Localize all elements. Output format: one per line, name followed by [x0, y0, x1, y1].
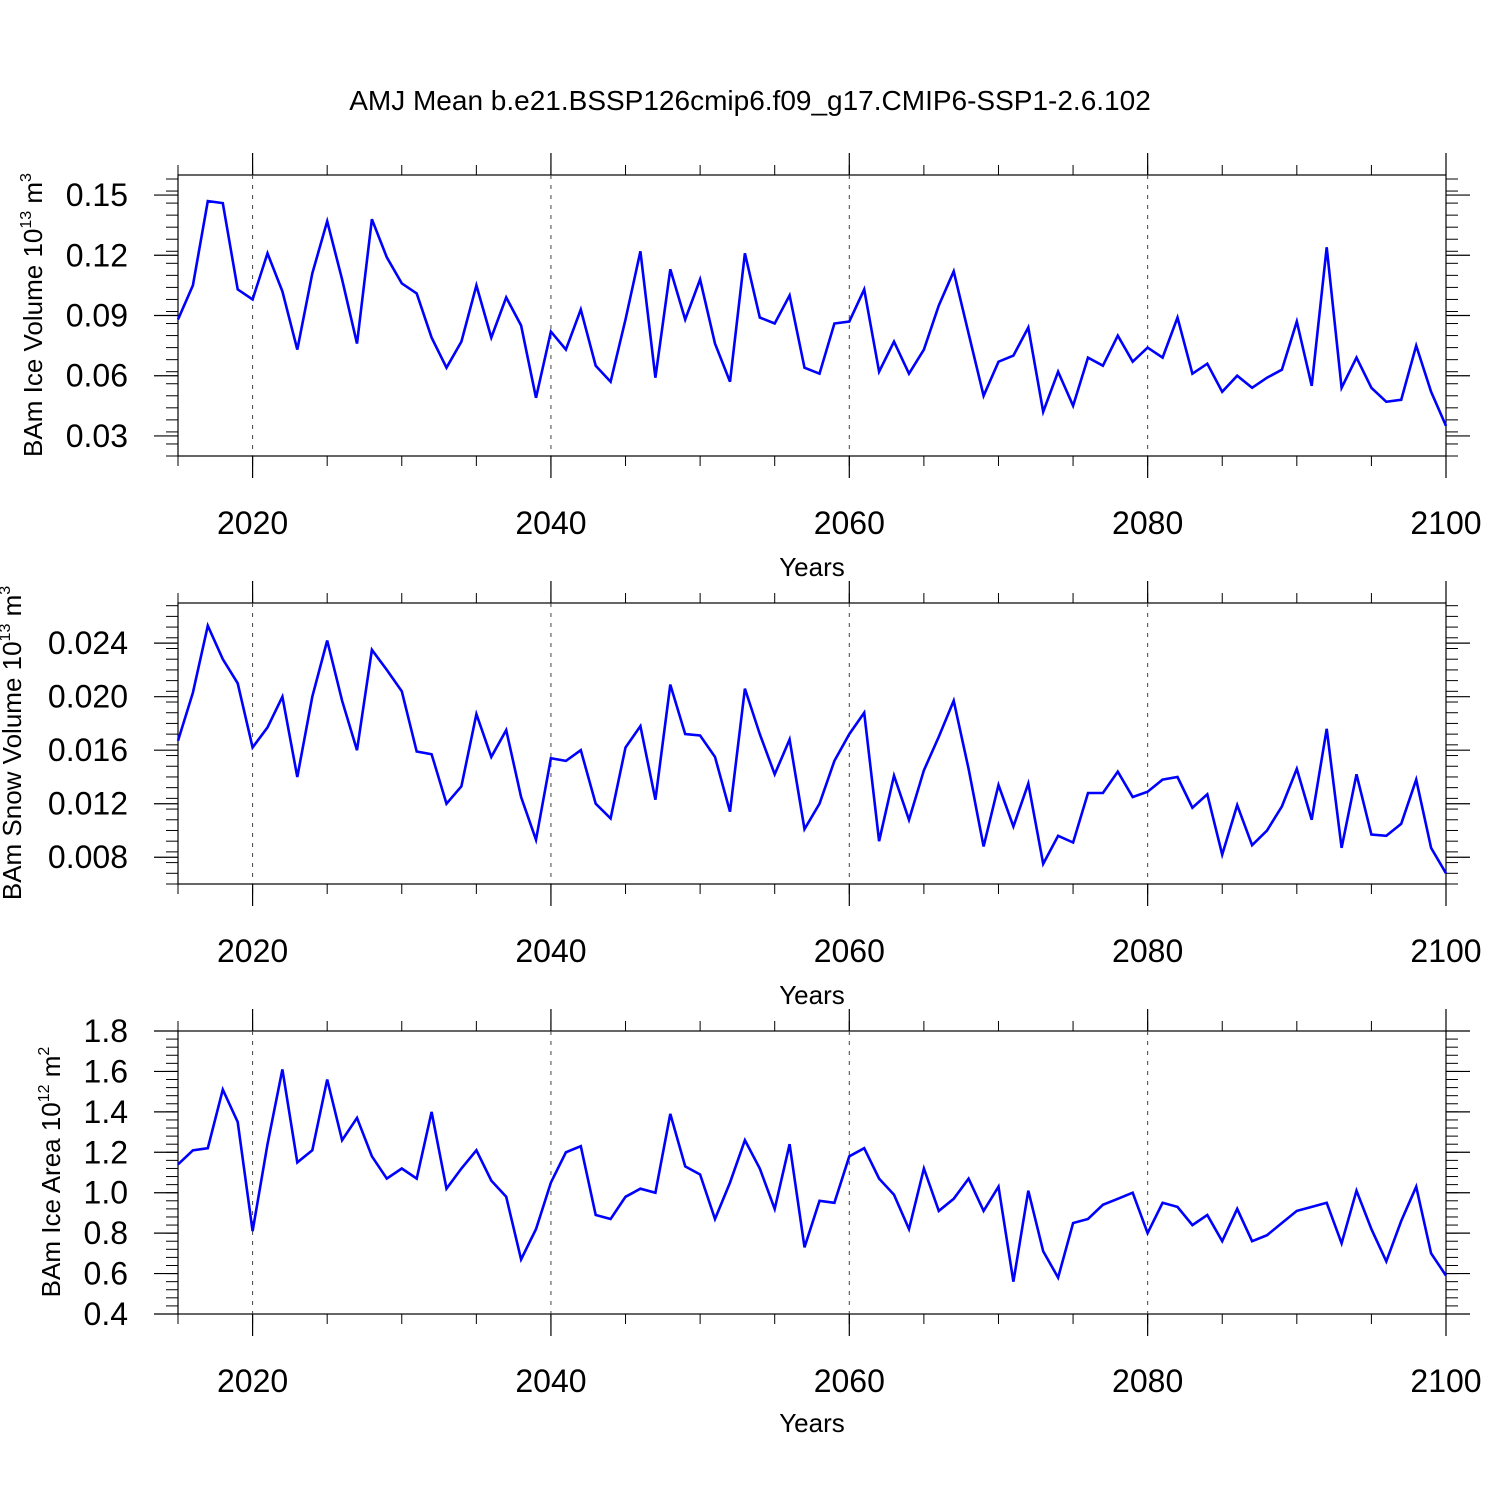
y-axis-ticks: 0.03 0.06 0.09 0.12 0.15 — [66, 177, 1470, 457]
y-axis-label-exp: 13 — [0, 624, 14, 642]
x-tick-label: 2100 — [1410, 505, 1481, 541]
y-axis-label-main: BAm Ice Area 10 — [36, 1102, 66, 1297]
series-line — [176, 621, 1448, 874]
plot-frame — [177, 1030, 1447, 1315]
y-axis-label-unit: m — [0, 595, 27, 624]
series-line — [177, 1069, 1448, 1282]
x-tick-label: 2020 — [217, 933, 288, 969]
y-tick-label: 0.6 — [84, 1256, 128, 1292]
y-tick-label: 1.0 — [84, 1175, 128, 1211]
y-axis-label: BAm Ice Area 1012 m2 — [36, 1047, 66, 1298]
y-tick-label: 1.2 — [84, 1134, 128, 1170]
y-axis-label: BAm Ice Volume 1013 m3 — [18, 173, 48, 457]
grid-lines — [252, 1031, 1149, 1314]
grid-lines — [252, 603, 1149, 884]
x-axis-ticks: 2020 2040 2060 2080 2100 — [177, 1009, 1482, 1399]
x-tick-label: 2020 — [217, 505, 288, 541]
x-tick-label: 2080 — [1112, 1363, 1183, 1399]
y-axis-label-exp: 13 — [18, 211, 35, 229]
y-tick-label: 0.012 — [48, 786, 128, 822]
x-tick-label: 2020 — [217, 1363, 288, 1399]
x-tick-label: 2080 — [1112, 933, 1183, 969]
x-tick-label: 2040 — [515, 933, 586, 969]
figure-title: AMJ Mean b.e21.BSSP126cmip6.f09_g17.CMIP… — [349, 85, 1151, 116]
y-tick-label: 0.06 — [66, 358, 128, 394]
x-tick-label: 2060 — [814, 933, 885, 969]
y-tick-label: 0.020 — [48, 679, 128, 715]
plot-frame — [177, 602, 1447, 885]
y-axis-label-exp: 12 — [36, 1084, 53, 1102]
y-axis-label-unit-exp: 3 — [18, 173, 35, 182]
y-tick-label: 1.4 — [84, 1094, 128, 1130]
plot-frame — [177, 174, 1447, 457]
y-tick-label: 1.8 — [84, 1013, 128, 1049]
x-tick-label: 2040 — [515, 505, 586, 541]
y-tick-label: 0.12 — [66, 237, 128, 273]
x-tick-label: 2060 — [814, 1363, 885, 1399]
y-tick-label: 0.024 — [48, 625, 128, 661]
y-axis-ticks: 0.4 0.6 0.8 1.0 1.2 1.4 1.6 1.8 — [84, 1013, 1470, 1332]
y-tick-label: 0.8 — [84, 1215, 128, 1251]
y-axis-label-unit-exp: 3 — [0, 586, 14, 595]
x-axis-ticks: 2020 2040 2060 2080 2100 — [177, 153, 1482, 541]
x-axis-label: Years — [779, 1408, 845, 1438]
panel-ice-area: 2020 2040 2060 2080 2100 0.4 0.6 0.8 1.0 1.2 1.4 1… — [36, 1009, 1482, 1438]
grid-lines — [252, 175, 1149, 456]
y-tick-label: 1.6 — [84, 1053, 128, 1089]
panel-snow-volume: 2020 2040 2060 2080 2100 0.008 0.012 0.016 0.02… — [0, 581, 1482, 1010]
y-tick-label: 0.09 — [66, 298, 128, 334]
x-tick-label: 2040 — [515, 1363, 586, 1399]
series — [176, 199, 1448, 427]
y-axis-label-unit-exp: 2 — [36, 1047, 53, 1056]
y-axis-label-unit: m — [18, 182, 48, 211]
x-axis-ticks: 2020 2040 2060 2080 2100 — [177, 581, 1482, 969]
series — [177, 1069, 1448, 1282]
y-axis-label-main: BAm Ice Volume 10 — [18, 229, 48, 457]
y-tick-label: 0.03 — [66, 418, 128, 454]
x-tick-label: 2100 — [1410, 1363, 1481, 1399]
panel-ice-volume: 2020 2040 2060 2080 2100 0.03 0.06 0.09 0.12 0.1… — [18, 153, 1482, 582]
y-tick-label: 0.016 — [48, 732, 128, 768]
x-tick-label: 2100 — [1410, 933, 1481, 969]
series-line — [176, 199, 1448, 427]
x-axis-label: Years — [779, 552, 845, 582]
y-tick-label: 0.4 — [84, 1296, 128, 1332]
y-axis-label-unit: m — [36, 1056, 66, 1085]
series — [176, 621, 1448, 874]
y-axis-ticks: 0.008 0.012 0.016 0.020 0.024 — [48, 605, 1470, 885]
y-tick-label: 0.15 — [66, 177, 128, 213]
y-axis-label: BAm Snow Volume 1013 m3 — [0, 586, 27, 900]
y-tick-label: 0.008 — [48, 839, 128, 875]
x-axis-label: Years — [779, 980, 845, 1010]
x-tick-label: 2080 — [1112, 505, 1183, 541]
y-axis-label-main: BAm Snow Volume 10 — [0, 641, 27, 900]
x-tick-label: 2060 — [814, 505, 885, 541]
